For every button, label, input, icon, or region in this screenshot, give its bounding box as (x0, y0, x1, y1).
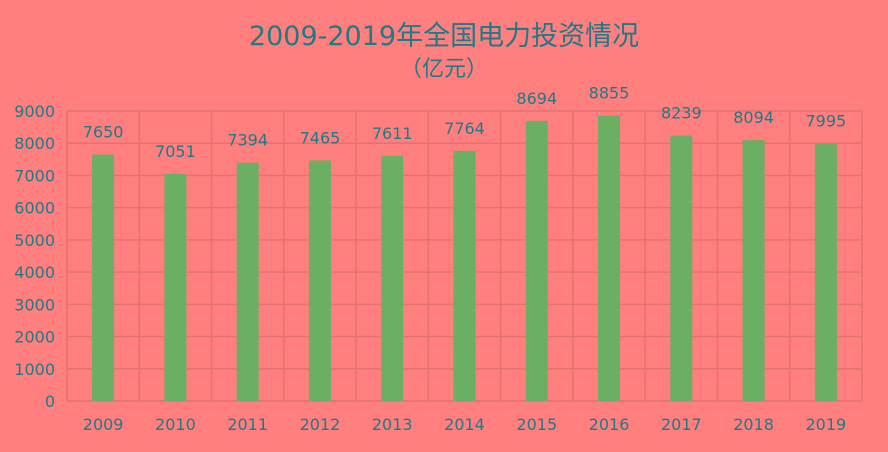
data-label: 7394 (227, 131, 268, 150)
x-tick-label: 2014 (444, 415, 485, 434)
bar (742, 140, 765, 401)
bar (453, 150, 476, 401)
x-tick-label: 2011 (227, 415, 268, 434)
bar (525, 120, 548, 402)
data-label: 7995 (806, 111, 847, 130)
y-tick-label: 0 (45, 392, 55, 411)
x-tick-label: 2019 (806, 415, 847, 434)
data-label: 7465 (300, 128, 341, 147)
bar (236, 162, 259, 401)
data-label: 8094 (733, 108, 774, 127)
bar (164, 173, 187, 401)
y-tick-label: 9000 (14, 102, 55, 121)
x-tick-label: 2016 (589, 415, 630, 434)
bar (814, 143, 837, 401)
data-label: 8855 (589, 84, 630, 103)
chart-subtitle: （亿元） (400, 57, 488, 82)
bar (308, 160, 331, 401)
x-tick-label: 2009 (83, 415, 124, 434)
y-tick-label: 7000 (14, 166, 55, 185)
data-label: 7051 (155, 142, 196, 161)
x-tick-label: 2015 (516, 415, 557, 434)
data-label: 7650 (83, 123, 124, 142)
x-tick-label: 2013 (372, 415, 413, 434)
y-tick-label: 3000 (14, 295, 55, 314)
bar (598, 115, 621, 401)
data-label: 8239 (661, 104, 702, 123)
x-tick-label: 2012 (300, 415, 341, 434)
bar (670, 135, 693, 401)
data-label: 7611 (372, 124, 413, 143)
chart-title: 2009-2019年全国电力投资情况 (249, 21, 639, 52)
data-label: 8694 (516, 89, 557, 108)
x-tick-label: 2010 (155, 415, 196, 434)
y-tick-label: 5000 (14, 231, 55, 250)
y-tick-label: 4000 (14, 263, 55, 282)
bar (381, 155, 404, 401)
y-tick-label: 2000 (14, 328, 55, 347)
y-tick-label: 8000 (14, 134, 55, 153)
bar (92, 154, 115, 401)
x-tick-label: 2017 (661, 415, 702, 434)
x-tick-label: 2018 (733, 415, 774, 434)
y-tick-label: 6000 (14, 199, 55, 218)
data-label: 7764 (444, 119, 485, 138)
y-tick-label: 1000 (14, 360, 55, 379)
